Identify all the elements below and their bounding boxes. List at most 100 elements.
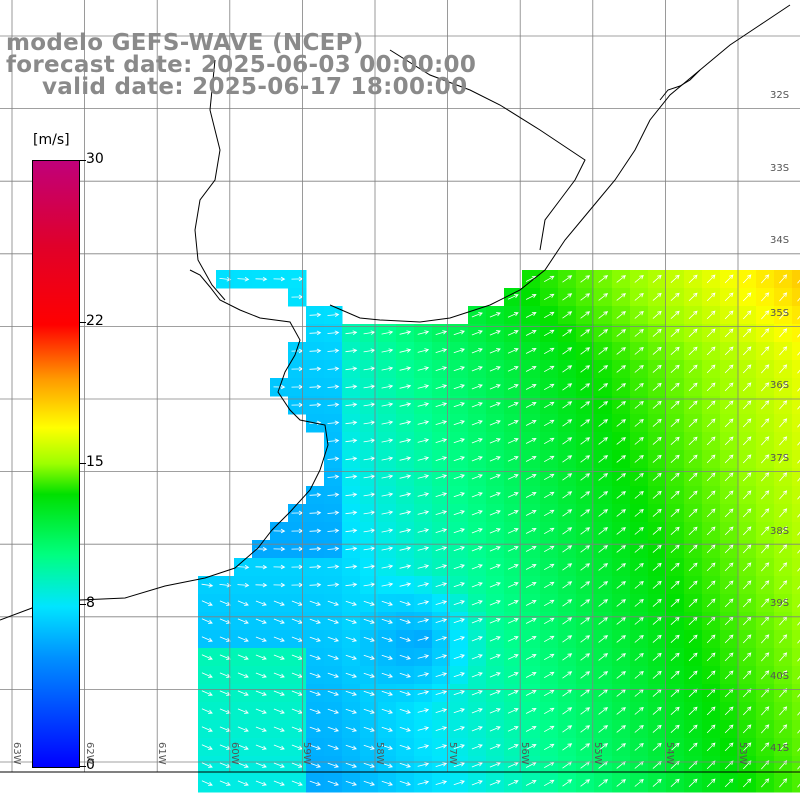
wind-arrow [706, 580, 716, 590]
wind-arrow [598, 329, 609, 337]
wind-arrow [544, 725, 555, 733]
wind-arrow [381, 708, 393, 714]
wind-arrow [525, 492, 537, 498]
wind-arrow [797, 441, 800, 446]
wind-arrow [507, 366, 519, 372]
wind-arrow [797, 621, 800, 626]
wind-arrow [489, 618, 501, 624]
wind-arrow [435, 528, 448, 533]
wind-arrow [688, 454, 698, 464]
wind-arrow [381, 636, 393, 642]
wind-arrow [273, 744, 285, 750]
wind-arrow [670, 310, 680, 319]
wind-arrow [237, 654, 249, 660]
wind-arrow [507, 708, 519, 714]
wind-arrow [507, 762, 519, 768]
wind-arrow [580, 599, 591, 607]
wind-arrow [255, 726, 267, 732]
wind-arrow [417, 780, 430, 785]
wind-arrow [417, 582, 430, 587]
wind-cell [792, 702, 800, 721]
wind-arrow [507, 690, 519, 696]
wind-arrow [471, 420, 483, 426]
wind-arrow [598, 617, 609, 625]
wind-arrow [562, 491, 573, 499]
wind-arrow [670, 634, 680, 643]
wind-arrow [797, 369, 800, 374]
wind-arrow [634, 328, 644, 337]
wind-arrow [670, 652, 680, 661]
wind-arrow [381, 744, 393, 750]
wind-arrow [670, 490, 680, 499]
wind-arrow [507, 294, 519, 300]
wind-arrow [381, 546, 394, 551]
wind-arrow [742, 652, 752, 662]
wind-arrow [201, 780, 213, 786]
wind-arrow [544, 527, 555, 535]
wind-arrow [544, 473, 555, 481]
wind-arrow [779, 418, 788, 428]
wind-arrow [489, 420, 501, 426]
wind-arrow [598, 707, 609, 715]
wind-arrow [363, 456, 376, 461]
wind-arrow [327, 474, 340, 480]
wind-arrow [435, 618, 448, 623]
colorbar-tick-label: 15 [86, 454, 104, 470]
wind-arrow [525, 564, 537, 570]
wind-arrow [598, 545, 609, 553]
wind-arrow [507, 654, 519, 660]
wind-arrow [544, 293, 555, 301]
wind-arrow [580, 455, 591, 463]
wind-arrow [562, 635, 573, 643]
latitude-label: 41S [770, 743, 790, 755]
wind-arrow [598, 473, 609, 481]
wind-arrow [345, 366, 358, 372]
wind-arrow [706, 436, 716, 446]
wind-arrow [544, 455, 555, 463]
wind-arrow [634, 310, 644, 319]
wind-arrow [706, 382, 716, 392]
wind-arrow [761, 292, 770, 302]
wind-arrow [562, 473, 573, 481]
wind-arrow [507, 600, 519, 606]
longitude-label: 61W [156, 742, 168, 765]
wind-arrow [453, 474, 465, 480]
wind-arrow [634, 562, 644, 571]
wind-arrow [525, 690, 537, 696]
wind-arrow [237, 726, 249, 732]
wind-arrow [201, 690, 213, 696]
wind-arrow [327, 654, 339, 660]
wind-arrow [598, 599, 609, 607]
wind-arrow [670, 346, 680, 355]
wind-arrow [201, 726, 213, 732]
wind-arrow [309, 348, 322, 354]
wind-arrow [652, 274, 662, 283]
wind-arrow [435, 420, 448, 425]
wind-arrow [507, 528, 519, 534]
wind-arrow [779, 724, 788, 734]
wind-arrow [309, 402, 322, 408]
wind-arrow [797, 495, 800, 500]
wind-cell [792, 738, 800, 757]
wind-arrow [634, 616, 644, 625]
wind-arrow [652, 310, 662, 319]
wind-arrow [237, 744, 249, 750]
wind-arrow [525, 708, 537, 714]
wind-arrow [417, 420, 430, 425]
wind-arrow [797, 549, 800, 554]
wind-arrow [399, 438, 412, 443]
wind-speed-field [198, 270, 800, 793]
wind-arrow [489, 780, 501, 786]
wind-arrow [598, 509, 609, 517]
wind-arrow [471, 690, 483, 696]
wind-arrow [634, 346, 644, 355]
wind-arrow [255, 600, 267, 606]
wind-arrow [417, 654, 430, 659]
wind-arrow [706, 526, 716, 536]
wind-arrow [219, 582, 232, 588]
wind-arrow [327, 762, 339, 768]
wind-arrow [507, 420, 519, 426]
longitude-label: 59W [301, 742, 313, 765]
wind-arrow [417, 330, 430, 335]
wind-arrow [724, 634, 734, 644]
